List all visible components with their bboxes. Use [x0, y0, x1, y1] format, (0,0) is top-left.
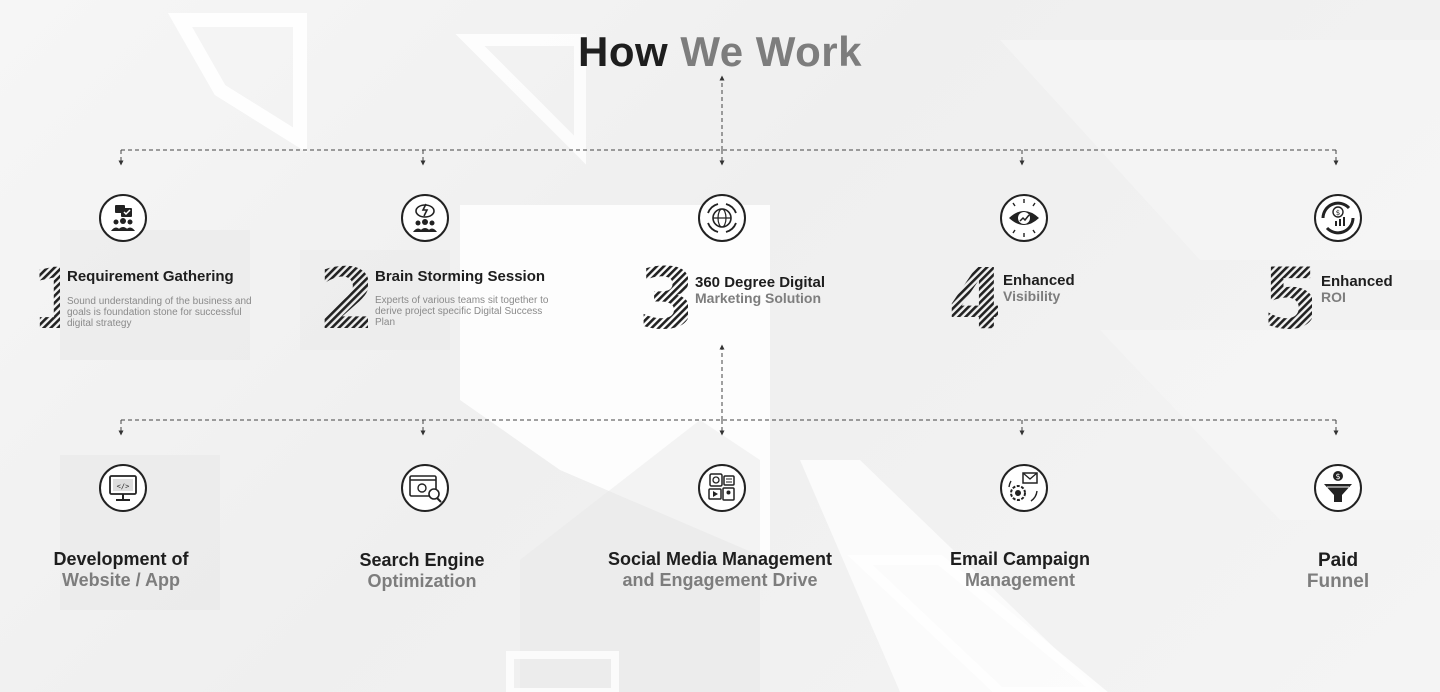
- step-3-title: 360 Degree Digital: [695, 274, 826, 291]
- service-social-line1: Social Media Management: [607, 549, 833, 569]
- step-5-subtitle: ROI: [1321, 289, 1346, 305]
- service-development-line1: Development of: [53, 549, 189, 569]
- step-4-subtitle: Visibility: [1003, 288, 1061, 304]
- step-2-title: Brain Storming Session: [375, 268, 546, 285]
- title-part-gray: We Work: [680, 28, 862, 75]
- step-4-title: Enhanced: [1003, 272, 1075, 289]
- step-5-title: Enhanced: [1321, 273, 1393, 290]
- dollar-funnel-icon: $: [1313, 463, 1363, 513]
- monitor-code-icon: </>: [98, 463, 148, 513]
- service-development-line2: Website / App: [61, 570, 180, 590]
- service-email-campaign: Email Campaign Management: [920, 549, 1120, 591]
- browser-seo-search-icon: [400, 463, 450, 513]
- service-paid-line2: Funnel: [1306, 571, 1370, 592]
- title-part-dark: How: [578, 28, 669, 75]
- globe-cycle-icon: [697, 193, 747, 243]
- step-number-5: 5: [1262, 262, 1312, 332]
- step-number-2: 2: [318, 262, 368, 332]
- service-email-line2: Management: [964, 570, 1076, 590]
- svg-text:5: 5: [1262, 262, 1312, 332]
- service-paid-funnel: Paid Funnel: [1276, 550, 1400, 592]
- step-number-3: 3: [638, 262, 688, 332]
- step-number-1: 1: [30, 262, 60, 332]
- svg-text:$: $: [1336, 209, 1340, 217]
- eye-growth-icon: [999, 193, 1049, 243]
- service-seo-line1: Search Engine: [359, 550, 485, 570]
- service-social-media: Social Media Management and Engagement D…: [589, 549, 851, 591]
- svg-text:</>: </>: [117, 483, 130, 491]
- step-number-4: 4: [948, 262, 998, 332]
- step-3-subtitle: Marketing Solution: [695, 290, 821, 306]
- team-idea-bolt-icon: [400, 193, 450, 243]
- step-1-title: Requirement Gathering: [67, 268, 234, 285]
- service-paid-line1: Paid: [1317, 550, 1359, 571]
- dollar-growth-cycle-icon: $: [1313, 193, 1363, 243]
- service-seo: Search Engine Optimization: [332, 550, 512, 592]
- service-seo-line2: Optimization: [367, 571, 477, 591]
- svg-text:$: $: [1335, 472, 1340, 481]
- service-social-line2: and Engagement Drive: [622, 570, 818, 590]
- social-media-posts-icon: [697, 463, 747, 513]
- svg-text:4: 4: [948, 262, 998, 332]
- svg-text:1: 1: [30, 262, 60, 332]
- service-development: Development of Website / App: [31, 549, 211, 591]
- svg-text:2: 2: [318, 262, 368, 332]
- step-1-description: Sound understanding of the business and …: [67, 296, 252, 329]
- svg-text:3: 3: [638, 262, 688, 332]
- team-chat-check-icon: [98, 193, 148, 243]
- email-gear-icon: [999, 463, 1049, 513]
- step-2-description: Experts of various teams sit together to…: [375, 295, 549, 328]
- service-email-line1: Email Campaign: [949, 549, 1091, 569]
- page-title: How We Work: [0, 28, 1440, 76]
